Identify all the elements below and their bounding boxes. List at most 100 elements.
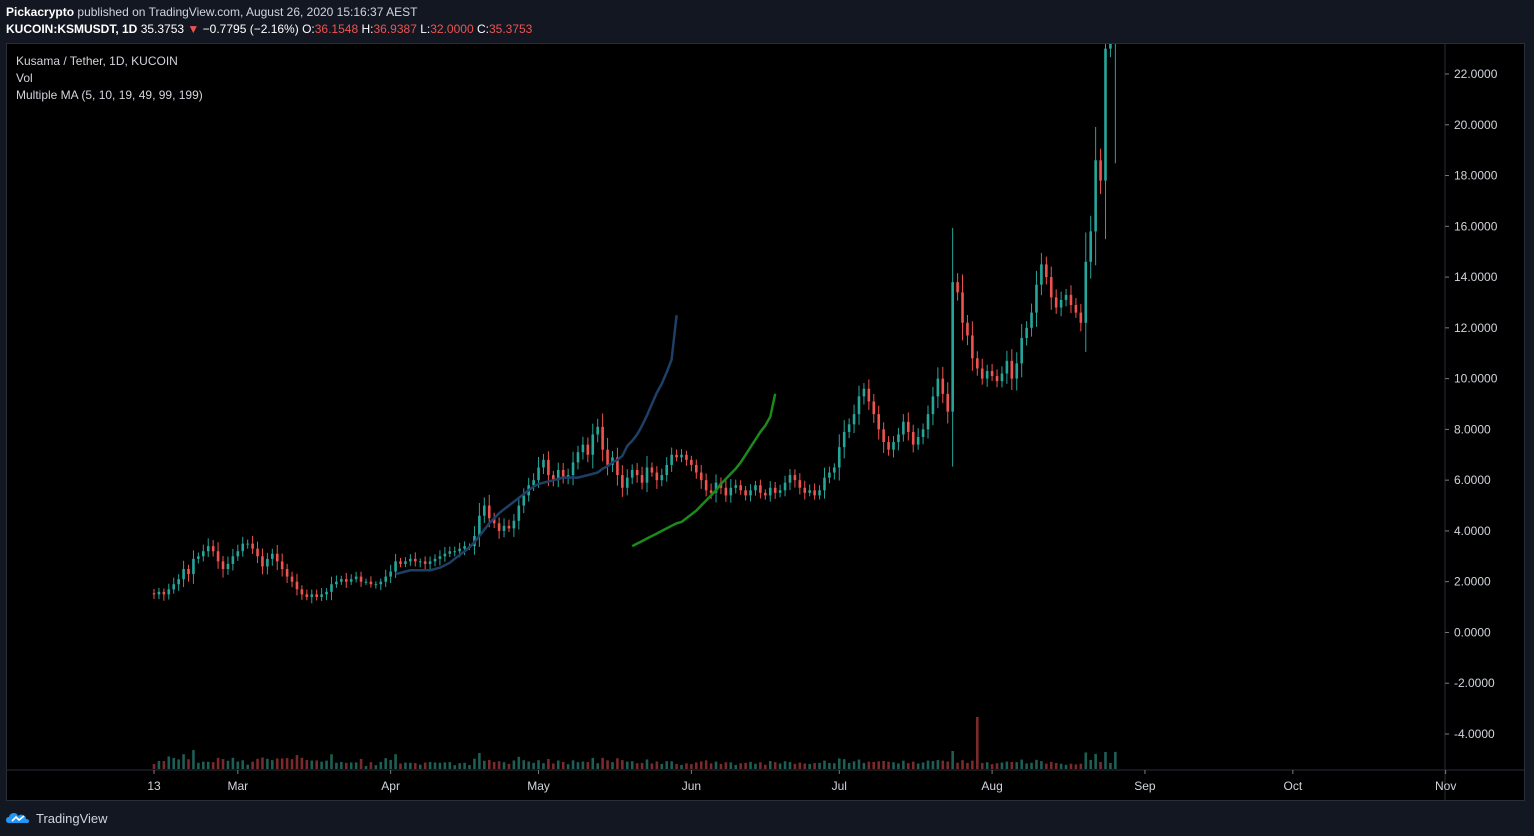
- volume-bar: [1099, 761, 1102, 769]
- candle-body: [793, 475, 797, 481]
- volume-bar: [542, 763, 545, 769]
- candle-body: [951, 282, 954, 412]
- candle-body: [616, 457, 619, 476]
- candle-body: [788, 475, 792, 483]
- volume-bar: [650, 763, 654, 769]
- candle-body: [768, 487, 772, 496]
- volume-bar: [1114, 751, 1117, 769]
- candle-body: [507, 525, 511, 529]
- volume-bar: [202, 761, 205, 769]
- volume-bar: [1049, 761, 1053, 769]
- volume-bar: [961, 760, 964, 769]
- candle-body: [946, 393, 950, 412]
- x-tick-label: Jul: [832, 779, 847, 793]
- volume-bar: [1084, 752, 1088, 769]
- candle-body: [453, 551, 457, 553]
- volume-bar: [783, 761, 787, 769]
- volume-bar: [349, 762, 353, 769]
- volume-bar: [897, 763, 900, 769]
- candle-body: [463, 546, 466, 549]
- candle-body: [1015, 363, 1019, 379]
- volume-bar: [793, 763, 797, 769]
- volume-bar: [547, 759, 550, 769]
- candle-body: [645, 467, 649, 483]
- volume-bar: [739, 763, 742, 769]
- volume-bar: [931, 761, 935, 769]
- candle-body: [916, 437, 920, 445]
- candle-body: [906, 421, 910, 432]
- volume-bar: [1104, 751, 1107, 769]
- volume-bar: [177, 759, 180, 769]
- candle-body: [704, 480, 708, 491]
- chart-area[interactable]: 22.0000 20.0000 18.0000 16.0000 14.0000 12.00…: [6, 43, 1525, 801]
- x-tick-label: Sep: [1134, 779, 1156, 793]
- volume-bar: [1045, 763, 1048, 769]
- volume-bar: [842, 759, 846, 769]
- candle-body: [497, 523, 501, 531]
- candle-body: [394, 561, 397, 572]
- tradingview-logo[interactable]: TradingView: [6, 810, 108, 826]
- volume-bar: [1035, 759, 1038, 769]
- candle-body: [995, 376, 999, 382]
- volume-bar: [660, 763, 664, 769]
- candle-body: [532, 480, 535, 486]
- volume-bar: [635, 763, 639, 769]
- candle-body: [1000, 373, 1004, 382]
- volume-bar: [552, 763, 555, 769]
- candle-body: [202, 551, 205, 557]
- volume-bar: [340, 761, 343, 769]
- candle-body: [571, 462, 575, 476]
- volume-bar: [695, 762, 698, 769]
- candle-body: [167, 589, 171, 595]
- volume-bar: [803, 763, 807, 769]
- volume-bar: [246, 764, 249, 769]
- high-label: H:: [361, 22, 374, 36]
- candle-body: [892, 442, 895, 450]
- volume-bar: [463, 762, 466, 769]
- volume-bar: [906, 763, 910, 769]
- volume-bar: [956, 762, 959, 769]
- author-name[interactable]: Pickacrypto: [6, 5, 75, 19]
- last-price: 35.3753: [140, 22, 185, 36]
- volume-bar: [517, 756, 521, 769]
- volume-bar: [354, 762, 358, 769]
- volume-bar: [566, 764, 570, 769]
- candle-body: [478, 515, 481, 536]
- volume-bar: [468, 765, 471, 769]
- candle-body: [759, 485, 762, 493]
- volume-bar: [556, 760, 560, 769]
- candle-body: [803, 487, 807, 493]
- candle-body: [290, 576, 294, 582]
- volume-bar: [399, 763, 402, 769]
- volume-bar: [990, 764, 994, 769]
- volume-bar: [714, 761, 718, 769]
- volume-bar: [665, 761, 669, 769]
- volume-bar: [413, 763, 417, 769]
- candle-body: [926, 414, 930, 430]
- candle-body: [744, 490, 747, 496]
- price-chart-svg[interactable]: 22.0000 20.0000 18.0000 16.0000 14.0000 12.00…: [7, 44, 1524, 800]
- volume-bar: [966, 762, 969, 769]
- high-value: 36.9387: [373, 22, 417, 36]
- candle-body: [1040, 264, 1043, 285]
- candle-body: [576, 452, 580, 463]
- candle-body: [561, 470, 565, 478]
- legend-volume[interactable]: Vol: [16, 71, 33, 85]
- candle-body: [1025, 327, 1028, 338]
- candle-body: [423, 561, 427, 564]
- candle-body: [483, 505, 486, 516]
- candle-body: [325, 591, 328, 595]
- candle-body: [606, 449, 609, 465]
- candle-body: [399, 561, 402, 564]
- candle-body: [256, 548, 259, 557]
- volume-bar: [887, 761, 890, 769]
- candle-body: [379, 581, 383, 585]
- y-tick-label: 10.0000: [1454, 372, 1498, 386]
- legend-title[interactable]: Kusama / Tether, 1D, KUCOIN: [16, 54, 178, 68]
- candle-body: [1054, 297, 1058, 308]
- candle-body: [734, 485, 738, 488]
- volume-bar: [483, 760, 486, 769]
- volume-bar: [625, 761, 629, 769]
- legend-ma[interactable]: Multiple MA (5, 10, 19, 49, 99, 199): [16, 88, 203, 102]
- candle-body: [1069, 294, 1073, 305]
